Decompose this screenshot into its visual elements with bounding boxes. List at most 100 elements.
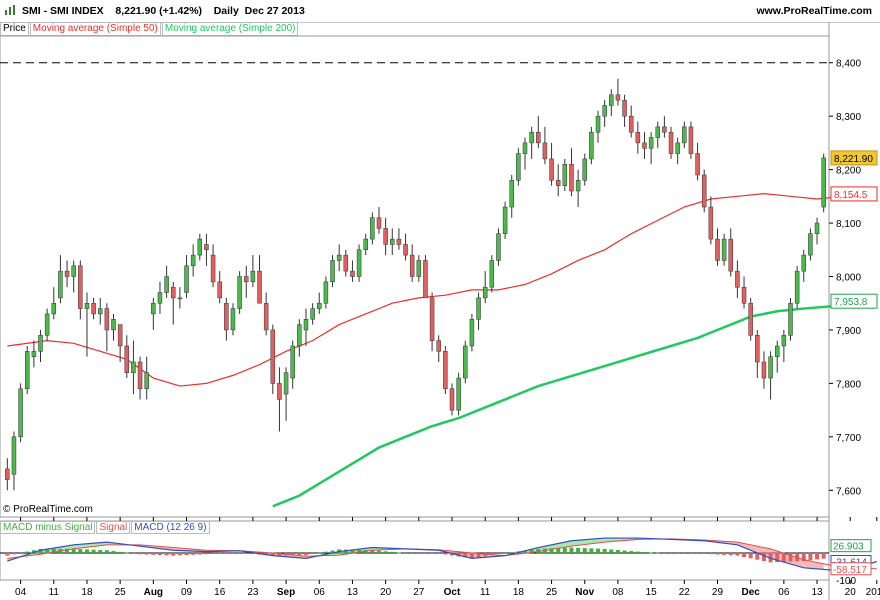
- candle: [416, 260, 422, 277]
- x-tick-label: 06: [314, 587, 326, 598]
- y-tick-label: 8,300: [836, 112, 861, 123]
- candle: [509, 180, 514, 208]
- macd-hist-bar: [224, 552, 229, 554]
- candle: [821, 157, 826, 208]
- x-tick-label: 11: [49, 587, 60, 598]
- macd-hist-bar: [104, 550, 109, 553]
- legend-macd-hist[interactable]: MACD minus Signal: [0, 521, 96, 534]
- candle: [496, 233, 501, 261]
- macd-hist-bar: [211, 552, 216, 555]
- macd-hist-bar: [84, 549, 89, 553]
- candle: [748, 302, 753, 336]
- macd-fill: [810, 561, 818, 569]
- y-tick-label: 7,800: [836, 379, 861, 390]
- macd-hist-bar: [217, 552, 222, 554]
- candle: [668, 131, 674, 154]
- candle: [589, 131, 594, 160]
- candle: [336, 254, 342, 261]
- candle: [595, 115, 601, 133]
- candle: [190, 254, 196, 267]
- candle: [642, 142, 647, 149]
- candle: [542, 142, 548, 160]
- macd-hist-bar: [118, 551, 123, 553]
- candle: [58, 270, 63, 299]
- candle: [217, 281, 222, 299]
- macd-fill: [604, 538, 612, 543]
- macd-hist-bar: [503, 552, 508, 554]
- y-tick-label: 8,400: [836, 59, 861, 70]
- candle: [569, 164, 574, 192]
- macd-hist-bar: [410, 552, 415, 554]
- candle: [237, 276, 242, 309]
- price-badge-label: 8,154.5: [834, 190, 868, 201]
- candle: [622, 99, 627, 117]
- macd-hist-bar: [277, 552, 282, 556]
- candle: [555, 180, 561, 186]
- candle: [741, 286, 747, 304]
- macd-hist-bar: [715, 552, 720, 555]
- macd-hist-bar: [230, 552, 235, 554]
- candle: [124, 345, 130, 373]
- macd-hist-bar: [669, 552, 674, 554]
- candle: [38, 335, 43, 352]
- candle: [715, 238, 720, 261]
- x-tick-label: 13: [347, 587, 359, 598]
- candle: [71, 265, 76, 277]
- candle: [609, 94, 614, 106]
- y-tick-label: 8,000: [836, 273, 861, 284]
- macd-hist-bar: [45, 548, 50, 553]
- macd-hist-bar: [330, 550, 335, 553]
- candle: [529, 131, 534, 144]
- candle: [363, 238, 368, 251]
- candle: [814, 222, 820, 234]
- macd-hist-bar: [549, 548, 554, 553]
- candle: [728, 238, 734, 272]
- x-tick-label: 18: [81, 587, 93, 598]
- candle: [788, 302, 793, 336]
- y-tick-label: 7,600: [836, 486, 861, 497]
- macd-hist-bar: [655, 552, 660, 554]
- candle: [549, 158, 554, 181]
- macd-hist-bar: [350, 549, 355, 553]
- candle: [735, 270, 740, 288]
- macd-hist-bar: [450, 552, 454, 556]
- macd-hist-bar: [144, 552, 149, 555]
- macd-hist-bar: [688, 552, 693, 554]
- macd-hist-bar: [463, 552, 468, 558]
- x-tick-label: 29: [712, 587, 724, 598]
- candle: [695, 153, 700, 176]
- macd-hist-bar: [111, 551, 116, 553]
- candle: [244, 276, 249, 283]
- price-badge-ma200: [830, 293, 878, 309]
- macd-hist-bar: [602, 548, 607, 553]
- candle: [761, 361, 767, 379]
- macd-badge-hist: [830, 539, 872, 553]
- macd-hist-bar: [403, 552, 408, 554]
- price-badge-label: 7,953.8: [834, 297, 868, 308]
- macd-hist-bar: [761, 552, 766, 562]
- candle: [356, 249, 362, 277]
- legend-signal[interactable]: Signal: [96, 521, 131, 534]
- candle: [522, 142, 528, 154]
- brand-url[interactable]: www.ProRealTime.com: [756, 5, 872, 17]
- signal-line: [7, 538, 877, 570]
- macd-hist-bar: [237, 552, 242, 554]
- macd-hist-bar: [635, 551, 640, 553]
- candle: [277, 383, 282, 400]
- candle: [51, 302, 57, 315]
- macd-hist-bar: [436, 552, 441, 554]
- macd-hist-bar: [423, 552, 428, 554]
- candle: [781, 335, 787, 347]
- candle: [456, 377, 461, 411]
- macd-hist-bar: [416, 552, 421, 554]
- macd-hist-bar: [483, 552, 488, 557]
- candle: [250, 270, 256, 283]
- x-tick-label: 2014: [866, 587, 880, 598]
- candle: [662, 126, 667, 133]
- bar-chart-icon: [5, 5, 15, 15]
- candle: [575, 180, 581, 192]
- date: Dec 27 2013: [244, 5, 305, 17]
- legend-macd[interactable]: MACD (12 26 9): [131, 521, 210, 534]
- macd-hist-bar: [682, 552, 687, 554]
